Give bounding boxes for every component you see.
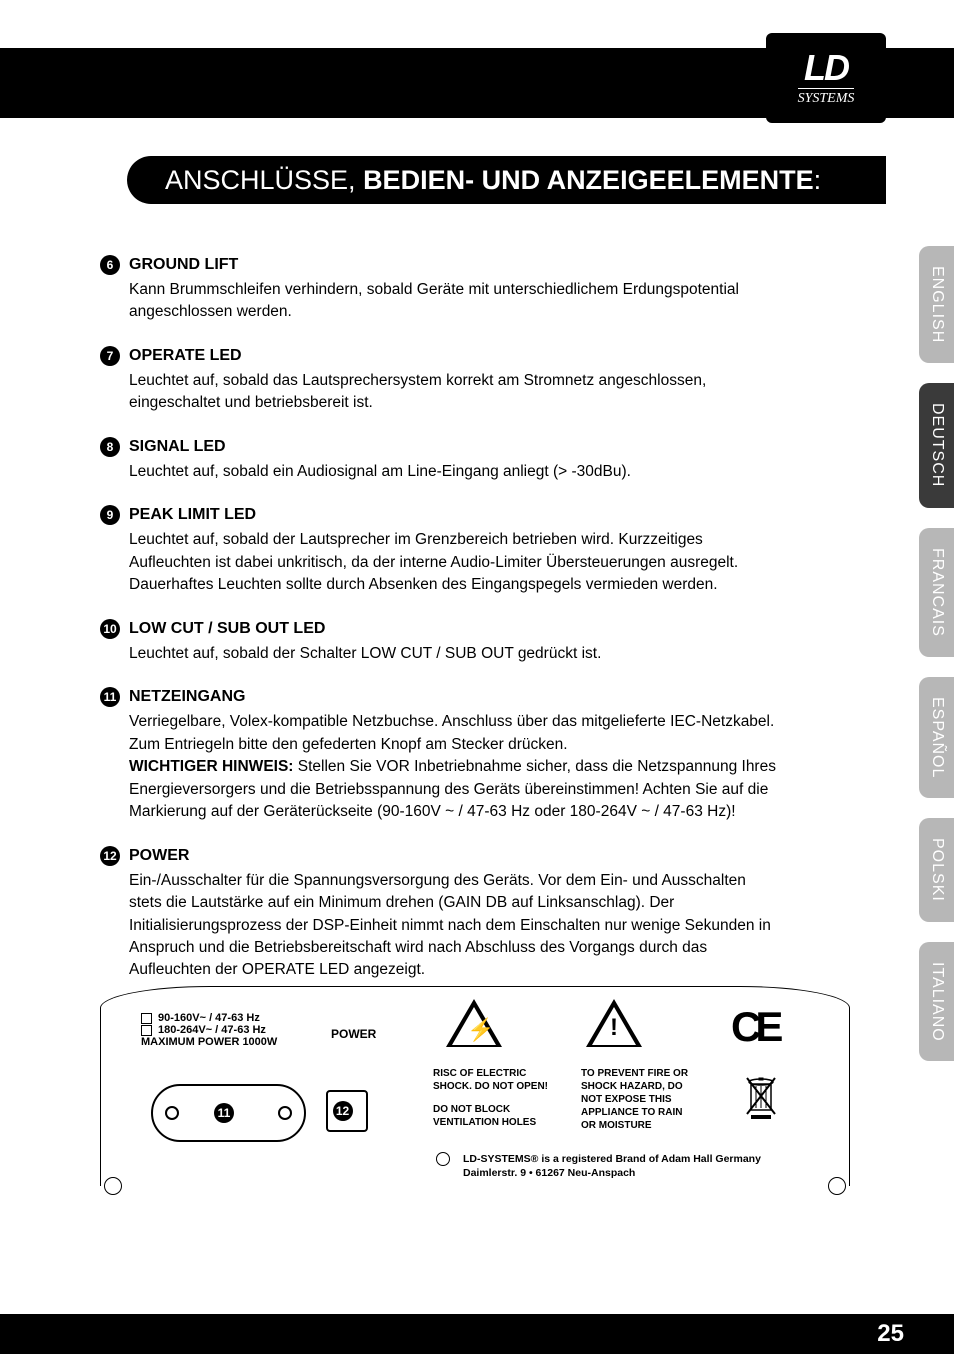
diagram-bullet-11: 11 [214, 1103, 234, 1123]
item-bullet: 8 [100, 437, 120, 457]
item-body: Leuchtet auf, sobald der Lautsprecher im… [129, 529, 780, 596]
risc-line: VENTILATION HOLES [433, 1116, 548, 1129]
volt-line2: 180-264V~ / 47-63 Hz [158, 1024, 266, 1036]
prevent-line: SHOCK HAZARD, DO [581, 1080, 688, 1093]
lang-tab-francais[interactable]: FRANCAIS [919, 528, 954, 657]
item-body: Leuchtet auf, sobald ein Audiosignal am … [129, 461, 780, 483]
footer-line1: LD-SYSTEMS® is a registered Brand of Ada… [463, 1153, 761, 1167]
socket-hole-icon [165, 1106, 179, 1120]
list-item: 10 LOW CUT / SUB OUT LED Leuchtet auf, s… [100, 619, 780, 665]
item-body: Leuchtet auf, sobald der Schalter LOW CU… [129, 643, 780, 665]
item-bullet: 12 [100, 846, 120, 866]
logo: LD SYSTEMS [766, 33, 886, 123]
mounting-hole-icon [828, 1177, 846, 1195]
item-body: Leuchtet auf, sobald das Lautsprechersys… [129, 370, 780, 415]
checkbox-icon [141, 1025, 152, 1036]
footer-line2: Daimlerstr. 9 • 61267 Neu-Anspach [463, 1167, 761, 1181]
maxpower-text: MAXIMUM POWER 1000W [141, 1036, 277, 1048]
item-title: LOW CUT / SUB OUT LED [129, 620, 325, 638]
lang-tab-english[interactable]: ENGLISH [919, 246, 954, 363]
section-title: ANSCHLÜSSE, BEDIEN- UND ANZEIGEELEMENTE: [165, 165, 821, 196]
weee-bin-icon [741, 1072, 781, 1130]
title-bold: BEDIEN- UND ANZEIGEELEMENTE [363, 165, 814, 195]
warning-caution-icon: ! [586, 999, 642, 1052]
list-item: 11 NETZEINGANG Verriegelbare, Volex-komp… [100, 687, 780, 823]
voltage-spec: 90-160V~ / 47-63 Hz 180-264V~ / 47-63 Hz… [141, 1012, 277, 1048]
item-bullet: 11 [100, 687, 120, 707]
mounting-hole-icon [436, 1152, 450, 1166]
risc-text: RISC OF ELECTRIC SHOCK. DO NOT OPEN! DO … [433, 1067, 548, 1129]
item-body-text: Verriegelbare, Volex-kompatible Netzbuch… [129, 713, 774, 752]
lang-tab-deutsch[interactable]: DEUTSCH [919, 383, 954, 507]
prevent-line: NOT EXPOSE THIS [581, 1093, 688, 1106]
lang-tab-espanol[interactable]: ESPAÑOL [919, 677, 954, 798]
iec-socket: 11 [151, 1084, 306, 1142]
item-title: GROUND LIFT [129, 256, 238, 274]
checkbox-icon [141, 1013, 152, 1024]
power-label: POWER [331, 1027, 376, 1041]
rear-panel-diagram: 90-160V~ / 47-63 Hz 180-264V~ / 47-63 Hz… [100, 966, 850, 1186]
item-title: PEAK LIMIT LED [129, 506, 256, 524]
prevent-line: OR MOISTURE [581, 1119, 688, 1132]
item-bullet: 7 [100, 346, 120, 366]
logo-text-systems: SYSTEMS [798, 88, 855, 107]
diagram-bullet-12: 12 [333, 1101, 353, 1121]
socket-hole-icon [278, 1106, 292, 1120]
language-tabs: ENGLISH DEUTSCH FRANCAIS ESPAÑOL POLSKI … [919, 246, 954, 1081]
item-body: Verriegelbare, Volex-kompatible Netzbuch… [129, 711, 780, 823]
item-body-bold: WICHTIGER HINWEIS: [129, 758, 293, 775]
list-item: 6 GROUND LIFT Kann Brummschleifen verhin… [100, 255, 780, 324]
page-number: 25 [0, 1314, 954, 1354]
warning-shock-icon: ⚡ [446, 999, 502, 1052]
list-item: 8 SIGNAL LED Leuchtet auf, sobald ein Au… [100, 437, 780, 483]
page-number-value: 25 [877, 1320, 904, 1348]
risc-line: DO NOT BLOCK [433, 1103, 548, 1116]
list-item: 7 OPERATE LED Leuchtet auf, sobald das L… [100, 346, 780, 415]
lang-tab-italiano[interactable]: ITALIANO [919, 942, 954, 1062]
prevent-line: TO PREVENT FIRE OR [581, 1067, 688, 1080]
risc-line: SHOCK. DO NOT OPEN! [433, 1080, 548, 1093]
prevent-text: TO PREVENT FIRE OR SHOCK HAZARD, DO NOT … [581, 1067, 688, 1132]
title-thin: ANSCHLÜSSE, [165, 165, 363, 195]
item-title: SIGNAL LED [129, 438, 226, 456]
item-title: POWER [129, 847, 189, 865]
title-suffix: : [814, 165, 822, 195]
logo-text-ld: LD [804, 50, 848, 86]
brand-footer: LD-SYSTEMS® is a registered Brand of Ada… [463, 1153, 761, 1180]
item-bullet: 9 [100, 505, 120, 525]
content-list: 6 GROUND LIFT Kann Brummschleifen verhin… [100, 255, 780, 1004]
risc-line: RISC OF ELECTRIC [433, 1067, 548, 1080]
item-title: OPERATE LED [129, 347, 242, 365]
item-bullet: 10 [100, 619, 120, 639]
mounting-hole-icon [104, 1177, 122, 1195]
section-title-bar: ANSCHLÜSSE, BEDIEN- UND ANZEIGEELEMENTE: [127, 156, 886, 204]
ce-mark-icon: CE [731, 1003, 777, 1051]
volt-line1: 90-160V~ / 47-63 Hz [158, 1012, 260, 1024]
item-title: NETZEINGANG [129, 688, 245, 706]
prevent-line: APPLIANCE TO RAIN [581, 1106, 688, 1119]
list-item: 9 PEAK LIMIT LED Leuchtet auf, sobald de… [100, 505, 780, 596]
power-switch: 12 [326, 1090, 368, 1132]
item-body: Kann Brummschleifen verhindern, sobald G… [129, 279, 780, 324]
list-item: 12 POWER Ein-/Ausschalter für die Spannu… [100, 846, 780, 982]
diagram-outline: 90-160V~ / 47-63 Hz 180-264V~ / 47-63 Hz… [100, 986, 850, 1186]
lang-tab-polski[interactable]: POLSKI [919, 818, 954, 922]
item-bullet: 6 [100, 255, 120, 275]
